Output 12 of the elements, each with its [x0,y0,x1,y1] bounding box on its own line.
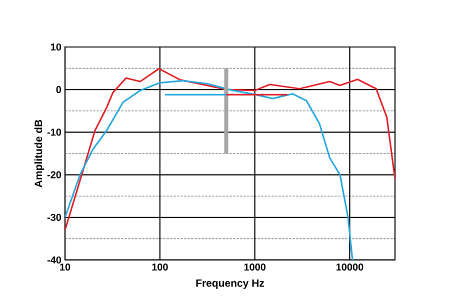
y-tick-label: -30 [47,214,62,221]
x-tick-label: 10000 [336,264,364,271]
y-tick-label: 10 [50,43,62,51]
y-tick-label: 0 [56,86,62,94]
y-axis-title: Amplitude dB [34,120,44,188]
x-tick-label: 1000 [244,264,266,271]
y-tick-label: -20 [47,171,62,178]
x-tick-label: 10 [60,264,70,271]
x-axis-title: Frequency Hz [196,279,264,289]
y-tick-label: -10 [47,128,62,136]
x-tick-label: 100 [152,264,168,271]
y-tick-label: -40 [47,256,62,264]
